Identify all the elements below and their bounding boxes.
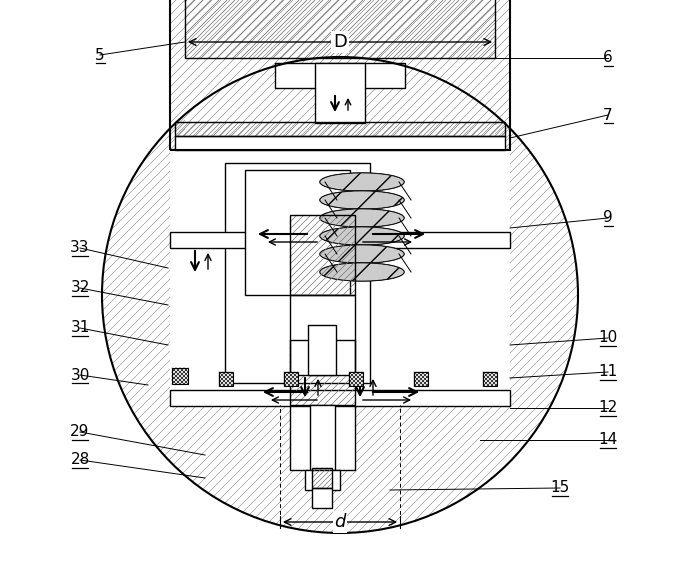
Bar bbox=[349, 372, 363, 386]
Bar bbox=[312, 468, 332, 488]
Ellipse shape bbox=[320, 227, 404, 245]
Text: 29: 29 bbox=[70, 424, 90, 440]
Bar bbox=[275, 63, 405, 88]
Bar bbox=[290, 340, 355, 405]
Ellipse shape bbox=[320, 245, 404, 263]
Bar bbox=[170, 150, 510, 395]
Ellipse shape bbox=[320, 263, 404, 281]
Bar bbox=[185, 58, 495, 136]
Bar bbox=[245, 170, 350, 295]
Text: 7: 7 bbox=[603, 108, 613, 122]
Ellipse shape bbox=[320, 209, 404, 227]
Ellipse shape bbox=[320, 191, 404, 209]
Text: D: D bbox=[333, 33, 347, 51]
Bar bbox=[305, 470, 340, 490]
Text: 6: 6 bbox=[603, 50, 613, 66]
Bar bbox=[185, 0, 495, 58]
Bar bbox=[290, 295, 355, 375]
Bar bbox=[172, 368, 188, 384]
Text: 10: 10 bbox=[599, 331, 618, 345]
Bar bbox=[170, 0, 510, 150]
Bar bbox=[170, 232, 510, 248]
Text: 33: 33 bbox=[70, 241, 90, 255]
Bar bbox=[308, 325, 336, 375]
Bar bbox=[175, 136, 505, 150]
Text: 31: 31 bbox=[70, 320, 90, 336]
Bar bbox=[170, 390, 510, 406]
Text: 30: 30 bbox=[70, 367, 90, 383]
Bar bbox=[225, 163, 370, 383]
Ellipse shape bbox=[320, 263, 404, 281]
Text: 14: 14 bbox=[599, 432, 618, 448]
Text: 9: 9 bbox=[603, 211, 613, 225]
Ellipse shape bbox=[320, 227, 404, 245]
Ellipse shape bbox=[320, 173, 404, 191]
Ellipse shape bbox=[320, 245, 404, 263]
Bar bbox=[315, 63, 365, 123]
Bar bbox=[312, 488, 332, 508]
Bar bbox=[414, 372, 428, 386]
Bar bbox=[310, 405, 335, 470]
Ellipse shape bbox=[320, 209, 404, 227]
Bar bbox=[175, 122, 505, 136]
Bar bbox=[290, 215, 355, 295]
Text: 28: 28 bbox=[70, 452, 90, 468]
Bar bbox=[290, 405, 355, 470]
Text: 32: 32 bbox=[70, 281, 90, 295]
Text: 11: 11 bbox=[599, 365, 618, 379]
Ellipse shape bbox=[320, 191, 404, 209]
Bar bbox=[284, 372, 298, 386]
Text: 5: 5 bbox=[95, 48, 105, 62]
Bar bbox=[483, 372, 497, 386]
Ellipse shape bbox=[320, 173, 404, 191]
Text: 15: 15 bbox=[550, 481, 569, 495]
Text: d: d bbox=[334, 513, 346, 531]
Bar bbox=[219, 372, 233, 386]
Text: 12: 12 bbox=[599, 401, 618, 415]
